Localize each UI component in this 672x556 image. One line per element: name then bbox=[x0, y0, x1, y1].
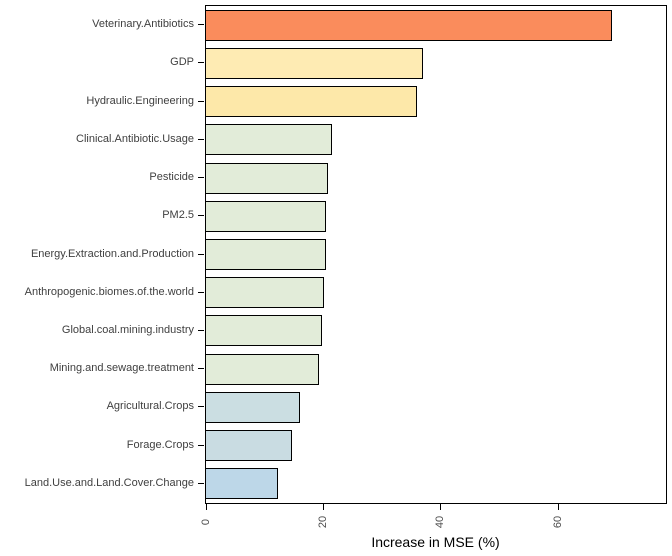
x-axis-tick-label: 40 bbox=[434, 515, 447, 529]
y-axis-tick bbox=[198, 62, 204, 64]
y-axis-tick bbox=[198, 177, 204, 179]
x-axis-tick bbox=[440, 504, 442, 510]
category-label: Clinical.Antibiotic.Usage bbox=[76, 132, 194, 145]
category-label: Anthropogenic.biomes.of.the.world bbox=[24, 285, 194, 298]
x-axis-tick-label: 60 bbox=[551, 515, 564, 529]
category-label: Energy.Extraction.and.Production bbox=[30, 247, 194, 260]
y-axis-tick bbox=[198, 329, 204, 331]
y-axis-tick bbox=[198, 138, 204, 140]
category-label: Global.coal.mining.industry bbox=[61, 323, 194, 336]
category-label: GDP bbox=[170, 56, 194, 69]
y-axis-tick bbox=[198, 291, 204, 293]
y-axis-tick bbox=[198, 215, 204, 217]
bar-land-use-and-land-cover-change bbox=[206, 468, 278, 500]
bar-forage-crops bbox=[206, 430, 293, 462]
bar-anthropogenic-biomes-of-the-world bbox=[206, 277, 324, 309]
y-axis-tick bbox=[198, 368, 204, 370]
x-axis-tick bbox=[205, 504, 207, 510]
category-label: Veterinary.Antibiotics bbox=[92, 18, 194, 31]
bar-pesticide bbox=[206, 162, 329, 194]
y-axis-tick bbox=[198, 406, 204, 408]
category-label: Pesticide bbox=[149, 171, 194, 184]
x-axis-tick-label: 20 bbox=[316, 515, 329, 529]
plot-panel bbox=[205, 5, 667, 504]
y-axis-tick bbox=[198, 24, 204, 26]
bar-energy-extraction-and-production bbox=[206, 239, 326, 270]
y-axis-tick bbox=[198, 444, 204, 446]
y-axis-tick bbox=[198, 100, 204, 102]
x-axis-tick-label: 0 bbox=[199, 518, 212, 526]
bar-pm2-5 bbox=[206, 200, 327, 232]
category-label: Forage.Crops bbox=[126, 438, 194, 451]
x-axis-tick bbox=[322, 504, 324, 510]
bar-mining-and-sewage-treatment bbox=[206, 353, 320, 385]
category-label: Land.Use.and.Land.Cover.Change bbox=[24, 476, 194, 489]
x-axis-title: Increase in MSE (%) bbox=[371, 534, 500, 550]
x-axis-tick bbox=[557, 504, 559, 510]
category-label: PM2.5 bbox=[162, 209, 194, 222]
category-label: Agricultural.Crops bbox=[106, 400, 194, 413]
category-label: Mining.and.sewage.treatment bbox=[49, 362, 194, 375]
y-axis-tick bbox=[198, 482, 204, 484]
category-label: Hydraulic.Engineering bbox=[86, 94, 194, 107]
bar-global-coal-mining-industry bbox=[206, 315, 323, 347]
bar-clinical-antibiotic-usage bbox=[206, 124, 333, 156]
bar-agricultural-crops bbox=[206, 391, 300, 423]
bar-veterinary-antibiotics bbox=[206, 9, 613, 41]
bar-gdp bbox=[206, 47, 423, 79]
y-axis-tick bbox=[198, 253, 204, 255]
bar-hydraulic-engineering bbox=[206, 86, 417, 118]
